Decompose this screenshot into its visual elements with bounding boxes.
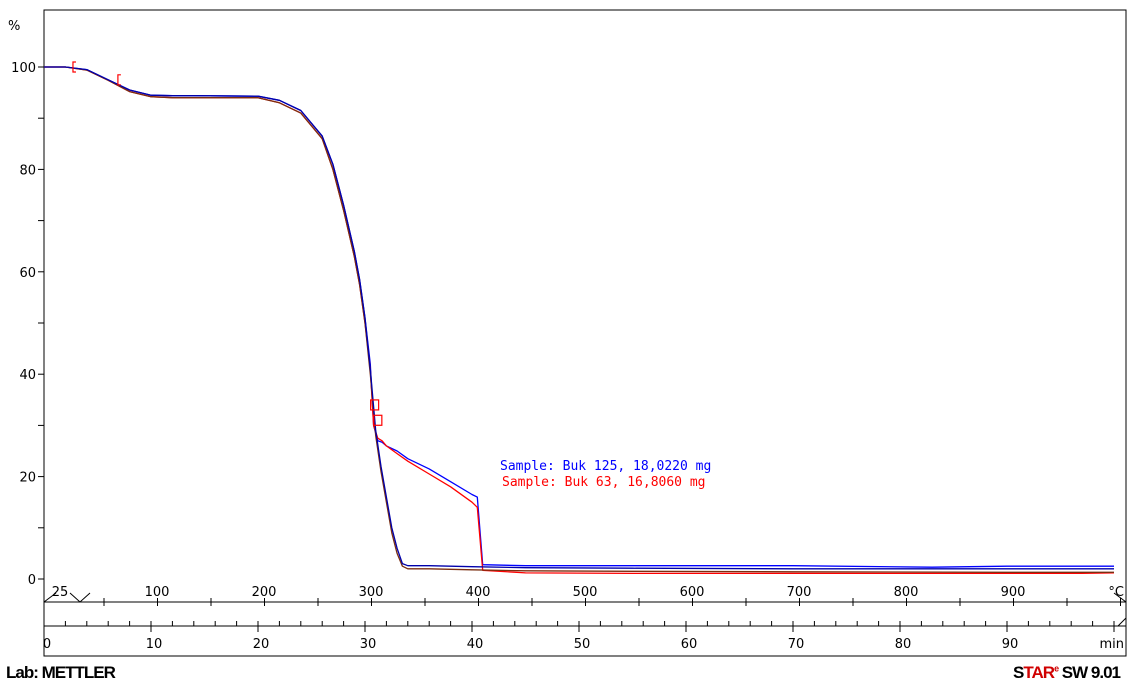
brand-sup: e (1054, 663, 1059, 674)
time-tick-label: 80 (895, 637, 912, 652)
temperature-tick-label: 400 (466, 585, 491, 600)
y-axis-label: % (8, 19, 20, 34)
temperature-tick-label: 900 (1001, 585, 1026, 600)
brand-version: SW 9.01 (1058, 663, 1121, 682)
time-tick-label: 10 (146, 637, 163, 652)
y-tick-label: 40 (19, 368, 36, 383)
y-tick-label: 20 (19, 471, 36, 486)
time-tick-label: 90 (1002, 637, 1019, 652)
time-unit-label: min (1099, 637, 1124, 652)
time-tick-label: 50 (574, 637, 591, 652)
temperature-tick-label: 25 (52, 585, 69, 600)
sample-annotation: Sample: Buk 63, 16,8060 mg (502, 475, 706, 490)
y-tick-label: 0 (28, 573, 36, 588)
brand-s: S (1013, 663, 1024, 682)
time-tick-label: 40 (467, 637, 484, 652)
temperature-tick-label: 500 (573, 585, 598, 600)
time-tick-label: 70 (788, 637, 805, 652)
series-line-0 (44, 66, 1114, 568)
bracket-marker (117, 74, 121, 86)
temperature-tick-label: 100 (145, 585, 170, 600)
brand-tar: TAR (1023, 663, 1055, 682)
box-marker (370, 399, 380, 411)
series-line-1 (44, 66, 1115, 575)
temperature-tick-label: 700 (787, 585, 812, 600)
time-tick-label: 0 (43, 637, 51, 652)
temperature-tick-label: 800 (894, 585, 919, 600)
series-line-2 (44, 66, 1114, 573)
plot-frame (43, 9, 1127, 657)
time-tick-label: 60 (681, 637, 698, 652)
box-marker (373, 414, 383, 426)
time-tick-label: 20 (253, 637, 270, 652)
sample-annotation: Sample: Buk 125, 18,0220 mg (500, 459, 711, 474)
series-line-3 (44, 66, 1114, 570)
temperature-unit-label: °C (1108, 585, 1124, 600)
time-tick-label: 30 (360, 637, 377, 652)
software-brand: STARe SW 9.01 (1013, 663, 1121, 683)
evaluation-markers (72, 61, 383, 426)
lab-label: Lab: METTLER (6, 663, 116, 682)
bracket-marker (72, 61, 76, 73)
temperature-axis-end-marker (1113, 592, 1127, 603)
series-lines (44, 66, 1115, 575)
time-axis-end-marker (1117, 617, 1127, 627)
temperature-axis-start-marker (43, 592, 57, 603)
y-tick-label: 80 (19, 163, 36, 178)
y-tick-label: 60 (19, 266, 36, 281)
temperature-tick-label: 200 (252, 585, 277, 600)
temperature-axis-start-chevron (69, 592, 91, 603)
temperature-tick-label: 600 (680, 585, 705, 600)
temperature-tick-label: 300 (359, 585, 384, 600)
y-tick-label: 100 (11, 61, 36, 76)
